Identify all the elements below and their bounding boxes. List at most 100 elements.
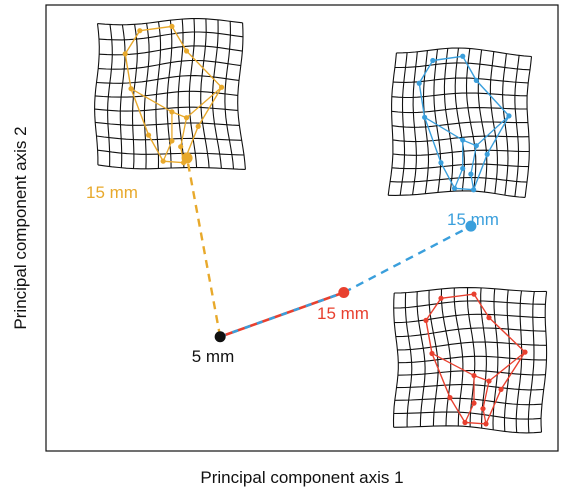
landmark-dot bbox=[169, 109, 175, 115]
data-point-origin bbox=[214, 331, 226, 343]
landmark-dot bbox=[460, 53, 466, 59]
landmark-dot bbox=[460, 137, 466, 143]
landmark-dot bbox=[416, 80, 422, 86]
grid-line bbox=[98, 31, 244, 41]
grid-line bbox=[392, 149, 530, 156]
landmark-dot bbox=[438, 160, 444, 166]
grid-line bbox=[394, 313, 546, 324]
point-label-red: 15 mm bbox=[317, 304, 369, 323]
landmark-dot bbox=[218, 84, 225, 90]
grid-line bbox=[94, 106, 238, 112]
grid-line bbox=[97, 164, 246, 170]
grid-line bbox=[396, 47, 532, 58]
y-axis-label: Principal component axis 2 bbox=[11, 126, 30, 329]
grid-line bbox=[119, 24, 126, 168]
grid-line bbox=[99, 45, 243, 56]
landmark-dot bbox=[178, 144, 184, 150]
grid-line bbox=[395, 327, 546, 338]
grid-line bbox=[477, 49, 488, 193]
landmark-dot bbox=[429, 350, 435, 357]
landmark-dot bbox=[484, 151, 490, 157]
landmark-dot bbox=[195, 123, 201, 129]
landmark-dot bbox=[471, 291, 477, 297]
trajectory-lines bbox=[185, 157, 472, 338]
x-axis-label: Principal component axis 1 bbox=[200, 468, 403, 487]
landmark-dot bbox=[486, 315, 492, 321]
grid-line bbox=[416, 291, 426, 427]
landmark-dot bbox=[460, 165, 466, 172]
grid-line bbox=[391, 107, 528, 114]
grid-line bbox=[107, 24, 113, 167]
grid-line bbox=[412, 51, 418, 195]
grid-line bbox=[404, 292, 413, 428]
data-points bbox=[181, 152, 477, 343]
grid-line bbox=[393, 77, 529, 84]
grid-line bbox=[440, 288, 452, 426]
grid-line bbox=[393, 411, 542, 420]
landmark-dot bbox=[423, 317, 429, 323]
grid-line bbox=[399, 52, 408, 196]
landmark-dot bbox=[183, 115, 190, 121]
grid-line bbox=[98, 59, 241, 70]
trajectory-orange bbox=[185, 157, 222, 337]
deformation-grid-orange bbox=[94, 18, 246, 170]
landmark-dot bbox=[122, 51, 128, 57]
grid-line bbox=[394, 397, 543, 406]
grid-line bbox=[397, 370, 546, 376]
grid-line bbox=[540, 291, 548, 433]
grid-line bbox=[393, 300, 546, 309]
grid-line bbox=[392, 292, 399, 428]
point-label-orange: 15 mm bbox=[86, 183, 138, 202]
landmark-dot bbox=[128, 86, 134, 92]
grid-line bbox=[524, 56, 533, 198]
grid-line bbox=[466, 287, 476, 427]
landmark-dot bbox=[468, 171, 474, 177]
grid-line bbox=[527, 291, 535, 433]
grid-line bbox=[396, 384, 544, 391]
landmark-dot bbox=[486, 378, 492, 384]
deformation-grid-red bbox=[392, 287, 548, 434]
landmark-dot bbox=[498, 386, 504, 392]
grid-line bbox=[95, 90, 238, 98]
grid-line bbox=[200, 18, 210, 168]
grid-line bbox=[97, 149, 245, 156]
data-point-1 bbox=[181, 152, 193, 164]
landmark-dot bbox=[451, 185, 458, 191]
landmark-dot bbox=[422, 114, 428, 120]
landmark-dot bbox=[430, 57, 436, 64]
landmark-dot bbox=[462, 419, 468, 426]
grid-line bbox=[394, 287, 547, 294]
grid-line bbox=[237, 22, 246, 170]
grid-line bbox=[155, 21, 162, 169]
landmark-dot bbox=[471, 372, 477, 379]
origin-label: 5 mm bbox=[192, 347, 235, 366]
grid-line bbox=[387, 52, 397, 196]
landmark-dot bbox=[471, 187, 477, 193]
landmark-dot bbox=[169, 138, 175, 144]
grid-line bbox=[503, 289, 511, 432]
deformation-grids bbox=[94, 18, 548, 434]
grid-line bbox=[391, 92, 528, 99]
grid-line bbox=[95, 121, 240, 126]
data-point-3 bbox=[465, 220, 477, 232]
grid-line bbox=[443, 48, 454, 192]
landmark-dot bbox=[160, 158, 166, 164]
landmark-dot bbox=[506, 113, 512, 119]
grid-line bbox=[97, 18, 243, 26]
point-label-blue: 15 mm bbox=[447, 210, 499, 229]
grid-line bbox=[397, 341, 547, 351]
grid-line bbox=[96, 75, 240, 84]
grid-line bbox=[388, 190, 526, 198]
grid-line bbox=[433, 49, 442, 193]
grid-line bbox=[393, 425, 542, 434]
landmark-dot bbox=[473, 77, 479, 83]
trajectory-blue bbox=[343, 225, 472, 294]
trajectory-red-blue-overlay bbox=[219, 291, 345, 338]
deformation-grid-blue bbox=[387, 47, 533, 198]
landmark-dot bbox=[483, 421, 489, 427]
grid-line bbox=[96, 135, 242, 141]
grid-line bbox=[390, 176, 528, 183]
grid-line bbox=[94, 23, 100, 165]
landmark-dot bbox=[438, 295, 444, 301]
landmark-dot bbox=[473, 143, 479, 149]
